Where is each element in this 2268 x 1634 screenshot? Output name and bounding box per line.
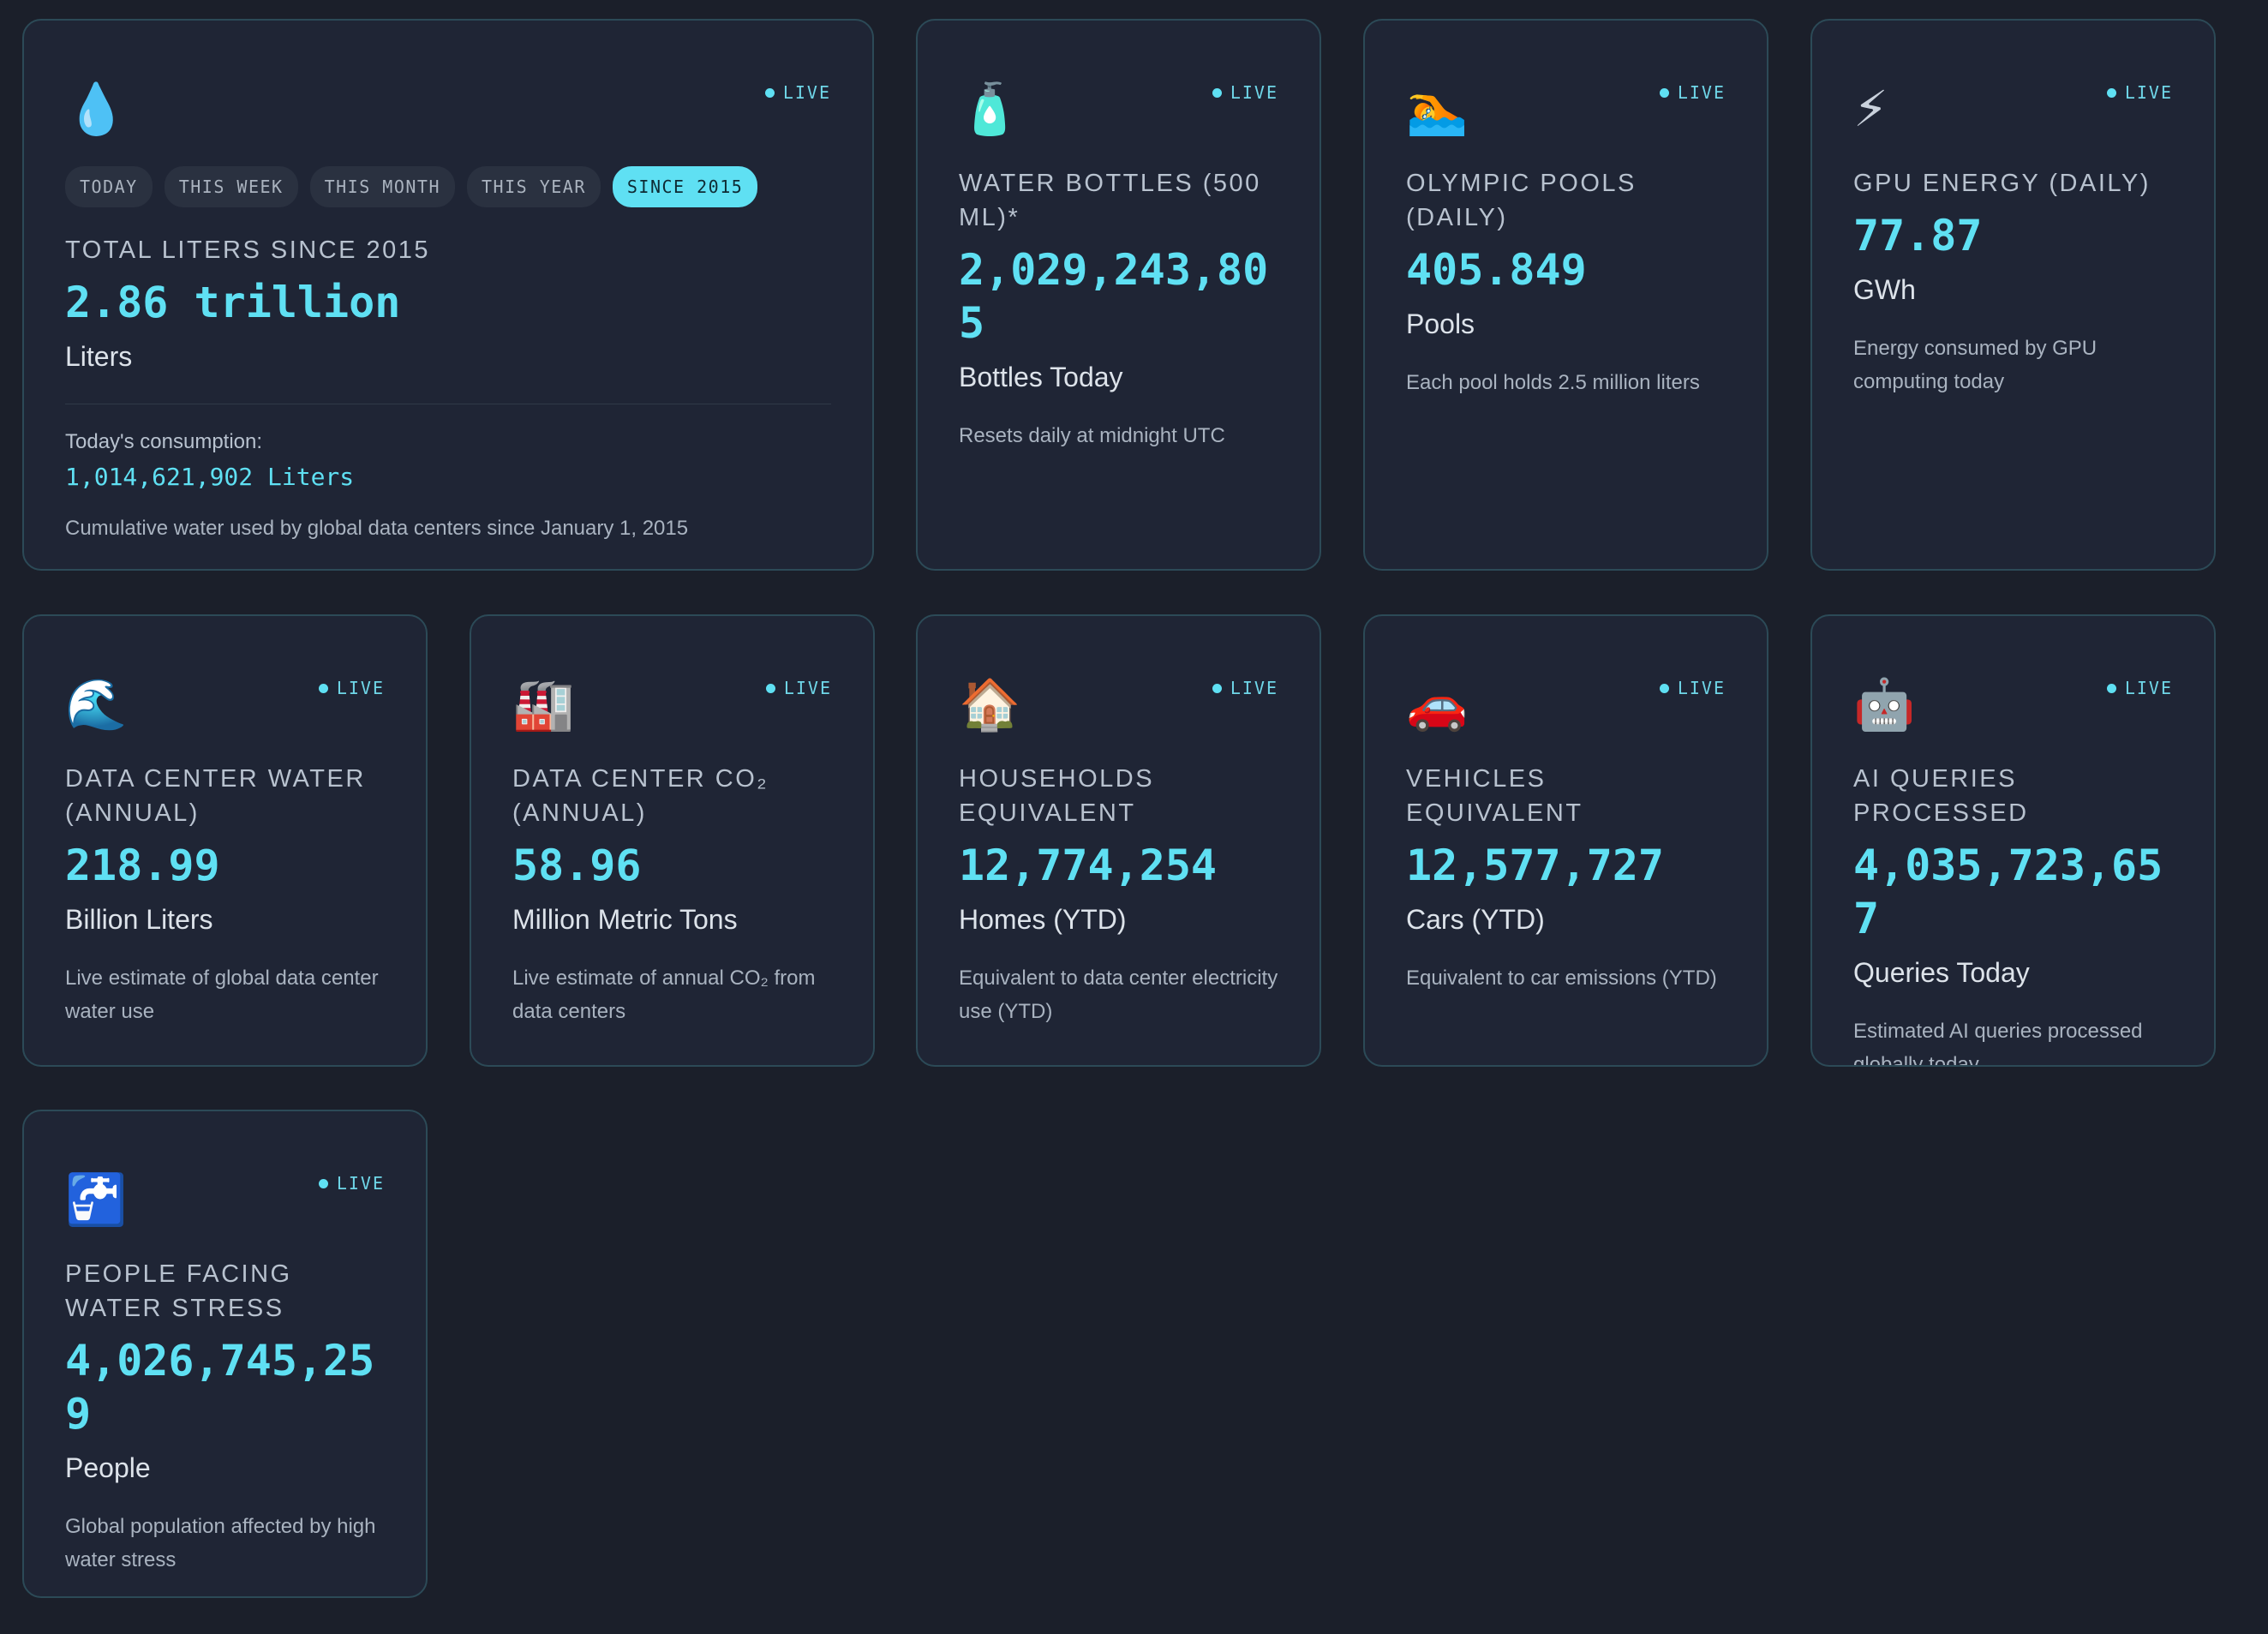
card-value: 58.96 [512,841,642,890]
live-dot-icon [765,683,775,693]
card-title: VEHICLES EQUIVALENT [1406,765,1583,827]
car-icon: 🚗 [1406,675,1469,733]
card-value: 2.86 trillion [65,278,401,327]
olympic-pools-card: LIVE 🏊 OLYMPIC POOLS (DAILY) 405.849 Poo… [1363,19,1768,571]
live-indicator: LIVE [764,82,831,103]
live-label: LIVE [2124,678,2173,698]
gpu-energy-card: LIVE ⚡ GPU ENERGY (DAILY) 77.87 GWh Ener… [1810,19,2216,571]
card-value: 2,029,243,805 [959,245,1269,348]
tab-since-2015[interactable]: SINCE 2015 [612,166,758,207]
tab-this-year[interactable]: THIS YEAR [467,166,601,207]
time-range-tabs: TODAY THIS WEEK THIS MONTH THIS YEAR SIN… [65,166,831,207]
data-center-co2-card: LIVE 🏭 DATA CENTER CO₂ (ANNUAL) 58.96 Mi… [470,614,875,1067]
water-bottles-card: LIVE 🧴 WATER BOTTLES (500 ML)* 2,029,243… [916,19,1321,571]
card-title: OLYMPIC POOLS (DAILY) [1406,170,1637,231]
households-equivalent-card: LIVE 🏠 HOUSEHOLDS EQUIVALENT 12,774,254 … [916,614,1321,1067]
wave-icon: 🌊 [65,675,128,733]
live-label: LIVE [2124,82,2173,103]
robot-icon: 🤖 [1853,675,1916,733]
card-title: PEOPLE FACING WATER STRESS [65,1260,292,1322]
live-indicator: LIVE [1212,82,1278,103]
today-consumption-label: Today's consumption: [65,430,263,453]
card-unit: People [65,1452,151,1483]
card-unit: Homes (YTD) [959,904,1127,935]
today-consumption-value: 1,014,621,902 Liters [65,463,355,491]
water-stress-card: LIVE 🚰 PEOPLE FACING WATER STRESS 4,026,… [22,1110,428,1598]
card-unit: Million Metric Tons [512,904,738,935]
live-label: LIVE [336,678,385,698]
live-label: LIVE [336,1173,385,1194]
card-description: Energy consumed by GPU computing today [1853,337,2097,393]
card-unit: Cars (YTD) [1406,904,1545,935]
tab-today[interactable]: TODAY [65,166,153,207]
card-value: 12,577,727 [1406,841,1665,890]
card-description: Equivalent to data center electricity us… [959,967,1278,1023]
tab-this-month[interactable]: THIS MONTH [309,166,456,207]
live-dot-icon [1212,87,1222,98]
live-label: LIVE [1230,678,1278,698]
swimmer-icon: 🏊 [1406,80,1469,138]
card-value: 12,774,254 [959,841,1218,890]
card-value: 77.87 [1853,211,1983,260]
card-title: AI QUERIES PROCESSED [1853,765,2029,827]
card-unit: Queries Today [1853,957,2030,988]
lotion-bottle-icon: 🧴 [959,80,1021,138]
live-dot-icon [1659,683,1669,693]
house-icon: 🏠 [959,675,1021,733]
live-indicator: LIVE [2106,678,2173,698]
live-label: LIVE [1677,678,1726,698]
live-dot-icon [318,1178,328,1188]
live-indicator: LIVE [1212,678,1278,698]
live-indicator: LIVE [1659,82,1726,103]
vehicles-equivalent-card: LIVE 🚗 VEHICLES EQUIVALENT 12,577,727 Ca… [1363,614,1768,1067]
card-description: Equivalent to car emissions (YTD) [1406,967,1717,990]
live-indicator: LIVE [318,678,385,698]
total-liters-card: LIVE 💧 TODAY THIS WEEK THIS MONTH THIS Y… [22,19,874,571]
card-description: Resets daily at midnight UTC [959,424,1225,447]
card-value: 4,035,723,657 [1853,841,2163,943]
water-drop-icon: 💧 [65,80,128,138]
ai-queries-card: LIVE 🤖 AI QUERIES PROCESSED 4,035,723,65… [1810,614,2216,1067]
data-center-water-card: LIVE 🌊 DATA CENTER WATER (ANNUAL) 218.99… [22,614,428,1067]
card-unit: Pools [1406,308,1475,339]
card-unit: GWh [1853,274,1916,305]
card-description: Live estimate of global data center wate… [65,967,379,1023]
card-description: Each pool holds 2.5 million liters [1406,371,1700,394]
live-dot-icon [2106,683,2116,693]
card-title: DATA CENTER CO₂ (ANNUAL) [512,765,769,827]
tab-this-week[interactable]: THIS WEEK [164,166,298,207]
lightning-icon: ⚡ [1853,80,1888,138]
factory-icon: 🏭 [512,675,575,733]
live-label: LIVE [1230,82,1278,103]
live-label: LIVE [1677,82,1726,103]
card-unit: Liters [65,341,133,372]
card-description: Live estimate of annual CO₂ from data ce… [512,967,816,1023]
card-description: Estimated AI queries processed globally … [1853,1020,2143,1067]
live-dot-icon [1212,683,1222,693]
live-indicator: LIVE [2106,82,2173,103]
card-description: Cumulative water used by global data cen… [65,517,689,540]
card-description: Global population affected by high water… [65,1515,376,1571]
card-title: GPU ENERGY (DAILY) [1853,170,2151,197]
card-title: DATA CENTER WATER (ANNUAL) [65,765,366,827]
card-unit: Bottles Today [959,362,1123,392]
faucet-icon: 🚰 [65,1170,128,1229]
card-value: 218.99 [65,841,220,890]
card-title: WATER BOTTLES (500 ML)* [959,170,1261,231]
live-indicator: LIVE [1659,678,1726,698]
live-indicator: LIVE [318,1173,385,1194]
live-dot-icon [318,683,328,693]
card-unit: Billion Liters [65,904,213,935]
card-value: 405.849 [1406,245,1587,295]
live-dot-icon [1659,87,1669,98]
live-label: LIVE [783,678,832,698]
live-dot-icon [764,87,775,98]
card-title: HOUSEHOLDS EQUIVALENT [959,765,1155,827]
card-title: TOTAL LITERS SINCE 2015 [65,236,431,264]
live-indicator: LIVE [765,678,832,698]
card-value: 4,026,745,259 [65,1336,375,1439]
live-label: LIVE [782,82,831,103]
live-dot-icon [2106,87,2116,98]
